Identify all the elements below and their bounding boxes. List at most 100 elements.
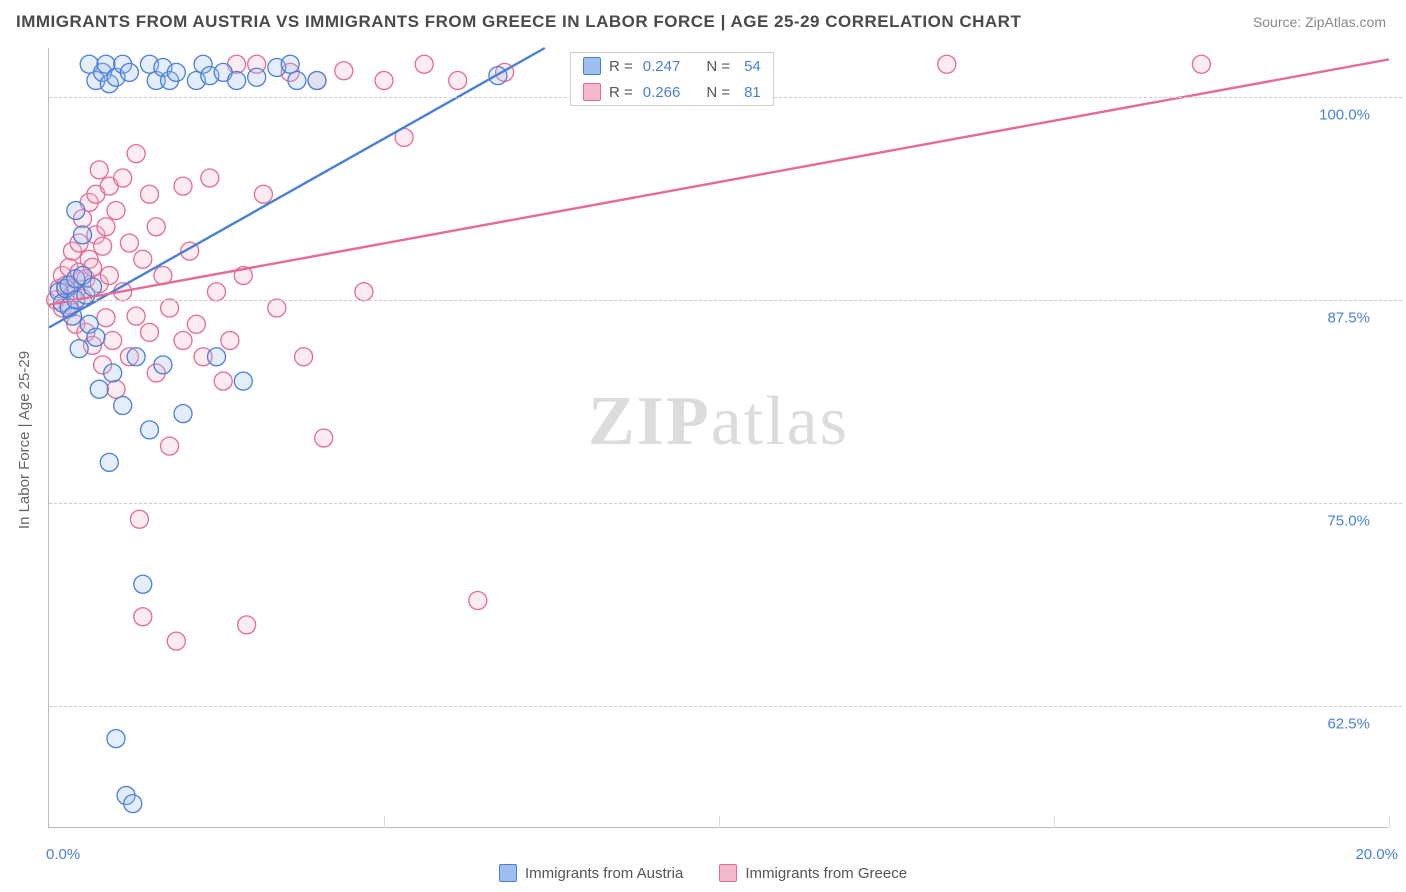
data-point xyxy=(97,218,115,236)
legend-r-label: R = xyxy=(609,58,633,75)
data-point xyxy=(90,380,108,398)
y-tick-label: 75.0% xyxy=(1327,513,1370,530)
gridline-h xyxy=(49,503,1402,504)
data-point xyxy=(161,299,179,317)
data-point xyxy=(174,177,192,195)
data-point xyxy=(238,616,256,634)
data-point xyxy=(104,364,122,382)
data-point xyxy=(97,309,115,327)
data-point xyxy=(130,510,148,528)
data-point xyxy=(268,299,286,317)
legend-item-label: Immigrants from Austria xyxy=(525,865,683,882)
data-point xyxy=(134,250,152,268)
data-point xyxy=(335,62,353,80)
data-point xyxy=(161,437,179,455)
y-axis-title: In Labor Force | Age 25-29 xyxy=(16,351,33,529)
data-point xyxy=(134,575,152,593)
data-point xyxy=(355,283,373,301)
legend-r-label: R = xyxy=(609,84,633,101)
data-point xyxy=(288,72,306,90)
data-point xyxy=(107,202,125,220)
data-point xyxy=(87,328,105,346)
legend-swatch xyxy=(499,864,517,882)
x-tick xyxy=(1054,816,1055,828)
data-point xyxy=(147,218,165,236)
data-point xyxy=(104,332,122,350)
data-point xyxy=(214,372,232,390)
legend-row: R = 0.247 N = 54 xyxy=(571,53,773,79)
series-legend: Immigrants from Austria Immigrants from G… xyxy=(0,864,1406,886)
data-point xyxy=(141,323,159,341)
data-point xyxy=(67,202,85,220)
data-point xyxy=(201,169,219,187)
chart-title: IMMIGRANTS FROM AUSTRIA VS IMMIGRANTS FR… xyxy=(16,12,1021,32)
legend-n-value: 81 xyxy=(744,84,761,101)
legend-n-label: N = xyxy=(706,58,730,75)
data-point xyxy=(74,226,92,244)
legend-n-label: N = xyxy=(706,84,730,101)
data-point xyxy=(114,397,132,415)
correlation-legend: R = 0.247 N = 54 R = 0.266 N = 81 xyxy=(570,52,774,106)
legend-swatch xyxy=(583,57,601,75)
data-point xyxy=(187,315,205,333)
data-point xyxy=(167,632,185,650)
gridline-h xyxy=(49,300,1402,301)
plot-area: ZIPatlas 100.0%87.5%75.0%62.5% xyxy=(48,48,1388,828)
data-point xyxy=(174,405,192,423)
data-point xyxy=(938,55,956,73)
data-point xyxy=(174,332,192,350)
data-point xyxy=(94,237,112,255)
legend-row: R = 0.266 N = 81 xyxy=(571,79,773,105)
data-point xyxy=(234,372,252,390)
data-point xyxy=(124,795,142,813)
legend-r-value: 0.266 xyxy=(643,84,681,101)
y-tick-label: 87.5% xyxy=(1327,309,1370,326)
data-point xyxy=(469,592,487,610)
data-point xyxy=(127,145,145,163)
data-point xyxy=(127,348,145,366)
data-point xyxy=(308,72,326,90)
data-point xyxy=(248,68,266,86)
legend-r-value: 0.247 xyxy=(643,58,681,75)
data-point xyxy=(127,307,145,325)
data-point xyxy=(208,283,226,301)
legend-item: Immigrants from Austria xyxy=(499,864,683,882)
data-point xyxy=(107,380,125,398)
data-point xyxy=(295,348,313,366)
data-point xyxy=(315,429,333,447)
chart-svg xyxy=(49,48,1388,827)
data-point xyxy=(90,161,108,179)
data-point xyxy=(167,63,185,81)
legend-item-label: Immigrants from Greece xyxy=(745,865,907,882)
x-tick xyxy=(719,816,720,828)
data-point xyxy=(84,278,102,296)
data-point xyxy=(70,340,88,358)
data-point xyxy=(221,332,239,350)
gridline-h xyxy=(49,706,1402,707)
data-point xyxy=(415,55,433,73)
x-tick-label: 20.0% xyxy=(1338,846,1398,863)
data-point xyxy=(100,267,118,285)
data-point xyxy=(1192,55,1210,73)
legend-swatch xyxy=(583,83,601,101)
data-point xyxy=(134,608,152,626)
data-point xyxy=(120,63,138,81)
data-point xyxy=(254,185,272,203)
data-point xyxy=(208,348,226,366)
legend-n-value: 54 xyxy=(744,58,761,75)
x-tick xyxy=(384,816,385,828)
y-tick-label: 62.5% xyxy=(1327,716,1370,733)
legend-swatch xyxy=(719,864,737,882)
x-tick xyxy=(1389,816,1390,828)
y-tick-label: 100.0% xyxy=(1319,106,1370,123)
data-point xyxy=(228,72,246,90)
data-point xyxy=(281,55,299,73)
data-point xyxy=(114,169,132,187)
data-point xyxy=(141,421,159,439)
data-point xyxy=(100,453,118,471)
data-point xyxy=(141,185,159,203)
data-point xyxy=(120,234,138,252)
data-point xyxy=(449,72,467,90)
source-attribution: Source: ZipAtlas.com xyxy=(1253,14,1386,30)
data-point xyxy=(107,730,125,748)
